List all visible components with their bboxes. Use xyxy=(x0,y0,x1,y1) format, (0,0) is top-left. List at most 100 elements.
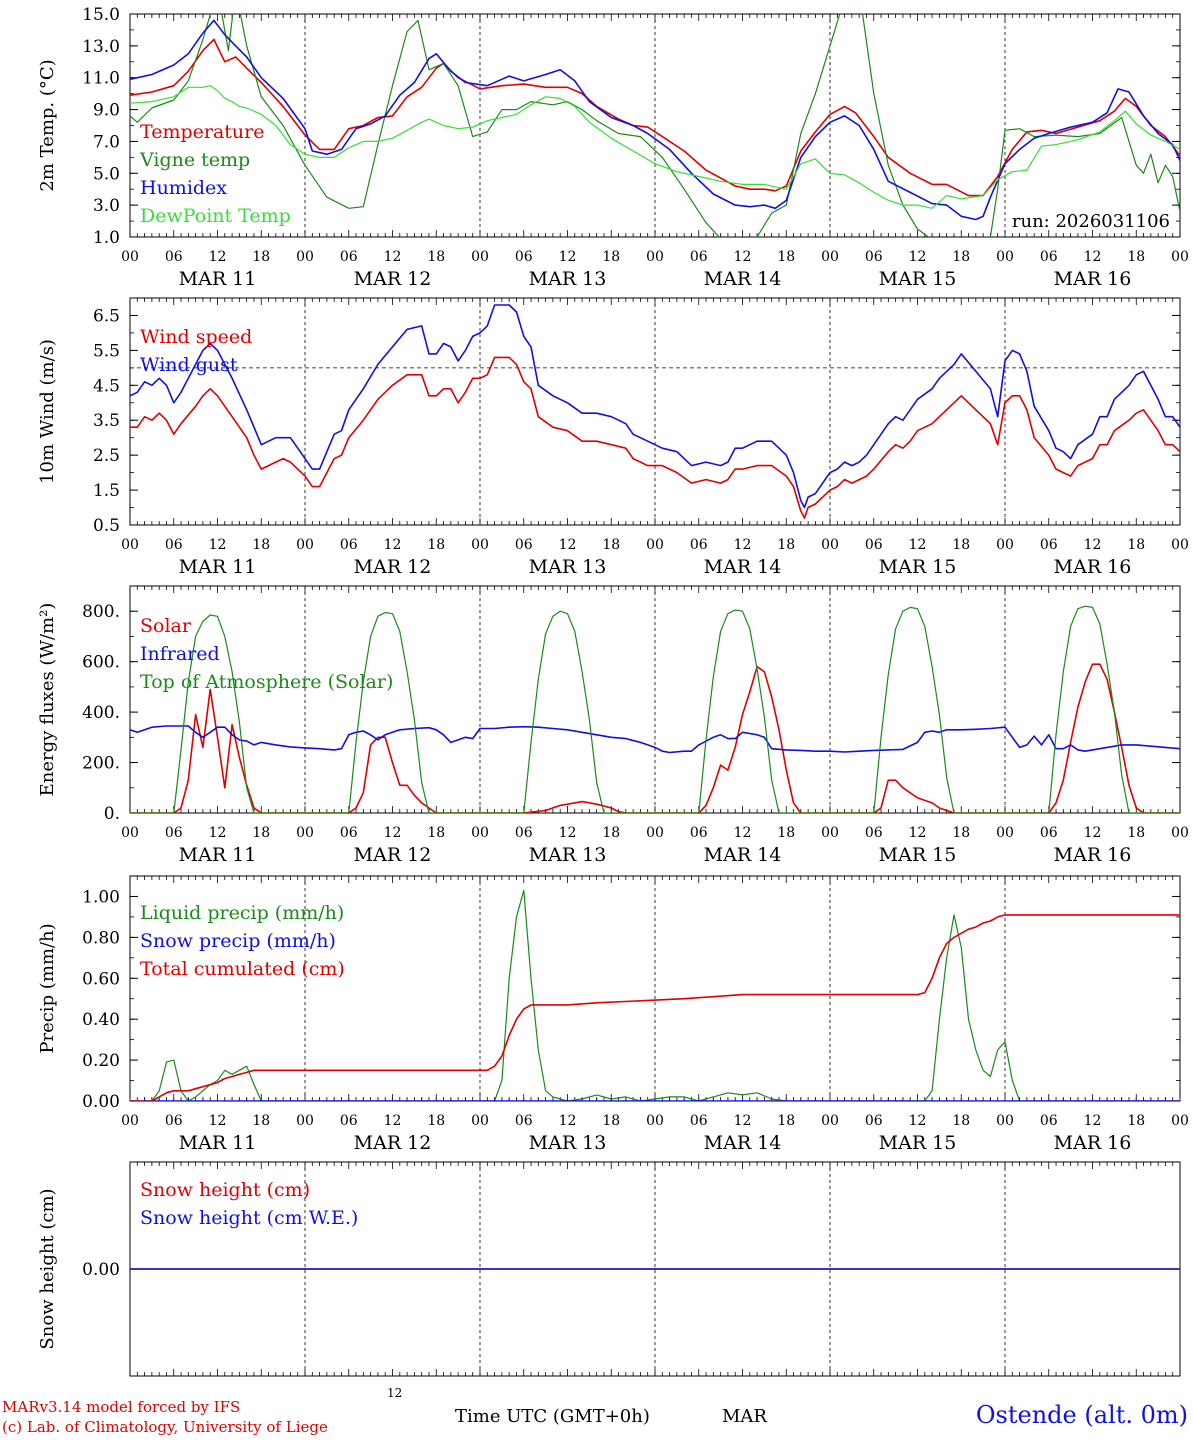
series-line-wind-speed xyxy=(130,356,1180,519)
x-tick-label: 06 xyxy=(165,1113,183,1129)
day-label: MAR 11 xyxy=(179,556,257,578)
y-axis-label: Precip (mm/h) xyxy=(37,923,58,1053)
x-tick-label: 06 xyxy=(865,1113,883,1129)
x-tick-label: 18 xyxy=(602,537,620,553)
x-tick-label: 00 xyxy=(996,249,1014,265)
x-tick-label: 06 xyxy=(515,1113,533,1129)
x-tick-label: 00 xyxy=(471,1113,489,1129)
x-tick-label: 18 xyxy=(1127,825,1145,841)
y-tick-label: 0.5 xyxy=(93,516,120,536)
x-tick-label: 12 xyxy=(384,1113,402,1129)
series-group xyxy=(130,304,1180,519)
x-tick-label: 00 xyxy=(296,537,314,553)
x-tick-label: 12 xyxy=(734,825,752,841)
x-tick-label: 12 xyxy=(384,825,402,841)
x-tick-label: 18 xyxy=(252,249,270,265)
x-tick-label: 06 xyxy=(690,249,708,265)
panel-precip: 0.00 0.20 0.40 0.60 0.80 1.00 Precip (mm/h) Liq… xyxy=(37,875,1189,1154)
x-tick-label: 12 xyxy=(734,1113,752,1129)
x-tick-label: 18 xyxy=(777,537,795,553)
y-tick-label: 15.0 xyxy=(82,5,120,25)
x-tick-label: 00 xyxy=(821,249,839,265)
x-tick-label: 18 xyxy=(252,537,270,553)
x-tick-label: 06 xyxy=(865,537,883,553)
x-tick-label: 18 xyxy=(1127,1113,1145,1129)
y-tick-label: 7.0 xyxy=(93,132,120,152)
series-line-solar xyxy=(130,663,1180,813)
x-tick-label: 18 xyxy=(602,825,620,841)
x-tick-label: 18 xyxy=(777,825,795,841)
x-tick-label: 00 xyxy=(121,1113,139,1129)
x-tick-label: 12 xyxy=(209,825,227,841)
legend-entry: Snow height (cm W.E.) xyxy=(140,1207,358,1229)
day-label: MAR 12 xyxy=(354,1132,432,1154)
y-tick-label: 0.20 xyxy=(82,1051,120,1071)
lab-credit: (c) Lab. of Climatology, University of L… xyxy=(2,1418,328,1436)
y-tick-label: 0.80 xyxy=(82,928,120,948)
x-tick-label: 18 xyxy=(252,825,270,841)
x-tick-label: 18 xyxy=(952,249,970,265)
series-line-infrared xyxy=(130,725,1180,754)
legend-entry: DewPoint Temp xyxy=(140,205,291,227)
x-tick-label: 00 xyxy=(1171,537,1189,553)
y-tick-label: 0.60 xyxy=(82,969,120,989)
x-tick-label: 00 xyxy=(821,825,839,841)
y-tick-label: 200. xyxy=(82,754,120,774)
x-tick-label: 18 xyxy=(427,249,445,265)
y-tick-label: 6.5 xyxy=(93,306,120,326)
x-tick-label: 00 xyxy=(996,537,1014,553)
day-label: MAR 15 xyxy=(879,1132,957,1154)
day-label: MAR 13 xyxy=(529,556,607,578)
run-annotation: run: 2026031106 xyxy=(1012,211,1170,232)
x-tick-label: 06 xyxy=(690,825,708,841)
day-label: MAR 12 xyxy=(354,844,432,866)
x-tick-label: 12 xyxy=(1084,1113,1102,1129)
x-tick-label: 06 xyxy=(865,825,883,841)
series-line-total-cumulated-cm- xyxy=(130,914,1180,1101)
x-tick-label: 00 xyxy=(821,1113,839,1129)
y-tick-label: 400. xyxy=(82,703,120,723)
x-tick-label: 00 xyxy=(471,249,489,265)
day-label: MAR 14 xyxy=(704,268,782,290)
day-label: MAR 15 xyxy=(879,556,957,578)
y-tick-label: 1.5 xyxy=(93,481,120,501)
x-tick-label: 12 xyxy=(734,537,752,553)
series-group xyxy=(130,605,1180,813)
model-credit: MARv3.14 model forced by IFS xyxy=(2,1398,241,1416)
day-label: MAR 16 xyxy=(1054,268,1132,290)
x-tick-label: 00 xyxy=(821,537,839,553)
x-tick-label: 00 xyxy=(296,249,314,265)
x-tick-label: 06 xyxy=(690,537,708,553)
x-tick-label: 00 xyxy=(471,825,489,841)
x-tick-label: 00 xyxy=(646,537,664,553)
x-tick-label: 06 xyxy=(340,537,358,553)
x-tick-label: 00 xyxy=(996,1113,1014,1129)
y-tick-label: 13.0 xyxy=(82,37,120,57)
y-tick-label: 0.00 xyxy=(82,1092,120,1112)
x-tick-label: 12 xyxy=(559,249,577,265)
y-tick-label: 800. xyxy=(82,602,120,622)
x-tick-label: 06 xyxy=(690,1113,708,1129)
day-label: MAR 15 xyxy=(879,268,957,290)
legend-entry: Snow height (cm) xyxy=(140,1179,310,1201)
x-tick-label: 18 xyxy=(427,537,445,553)
x-tick-label: 06 xyxy=(165,825,183,841)
x-tick-label: 06 xyxy=(1040,537,1058,553)
x-tick-label: 00 xyxy=(471,537,489,553)
x-tick-label: 12 xyxy=(909,1113,927,1129)
y-tick-label: 5.5 xyxy=(93,341,120,361)
x-tick-label: 12 xyxy=(734,249,752,265)
legend-entry: Temperature xyxy=(140,121,264,143)
series-group xyxy=(130,889,1180,1101)
panel-snow: 0.00 Snow height (cm) Snow height (cm) Snow… xyxy=(37,1161,1181,1377)
day-label: MAR 16 xyxy=(1054,556,1132,578)
x-tick-label: 12 xyxy=(909,825,927,841)
day-label: MAR 11 xyxy=(179,844,257,866)
x-tick-label: 00 xyxy=(1171,249,1189,265)
x-tick-label: 12 xyxy=(909,249,927,265)
legend-entry: Top of Atmosphere (Solar) xyxy=(140,671,393,693)
station-label: Ostende (alt. 0m) xyxy=(975,1401,1188,1429)
x-tick-label: 06 xyxy=(1040,249,1058,265)
x-tick-label: 18 xyxy=(952,825,970,841)
